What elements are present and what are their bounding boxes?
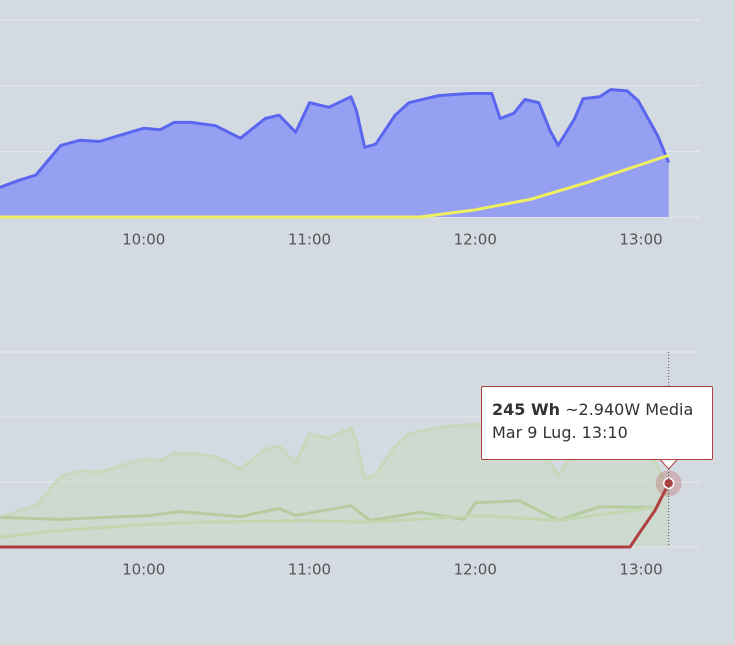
tooltip: 245 Wh ~2.940W Media Mar 9 Lug. 13:10 [481, 386, 713, 460]
x-tick-label: 11:00 [288, 561, 331, 579]
x-tick-label: 13:00 [619, 231, 662, 249]
tooltip-line: 245 Wh ~2.940W Media [492, 398, 702, 421]
tooltip-date: Mar 9 Lug. 13:10 [492, 423, 628, 442]
x-tick-label: 12:00 [454, 231, 497, 249]
x-tick-label: 11:00 [288, 231, 331, 249]
line [0, 506, 656, 539]
line [0, 482, 671, 549]
x-tick-label: 10:00 [122, 231, 165, 249]
x-tick-label: 12:00 [454, 561, 497, 579]
line [0, 153, 670, 219]
tooltip-value: 245 Wh [492, 400, 561, 419]
tooltip-pointer [658, 458, 679, 470]
area-line [0, 88, 671, 189]
marker [662, 477, 675, 490]
tooltip-text: ~2.940W Media [565, 400, 694, 419]
x-tick-label: 10:00 [122, 561, 165, 579]
line [0, 499, 655, 522]
x-tick-label: 13:00 [619, 561, 662, 579]
area-fill [0, 89, 669, 217]
